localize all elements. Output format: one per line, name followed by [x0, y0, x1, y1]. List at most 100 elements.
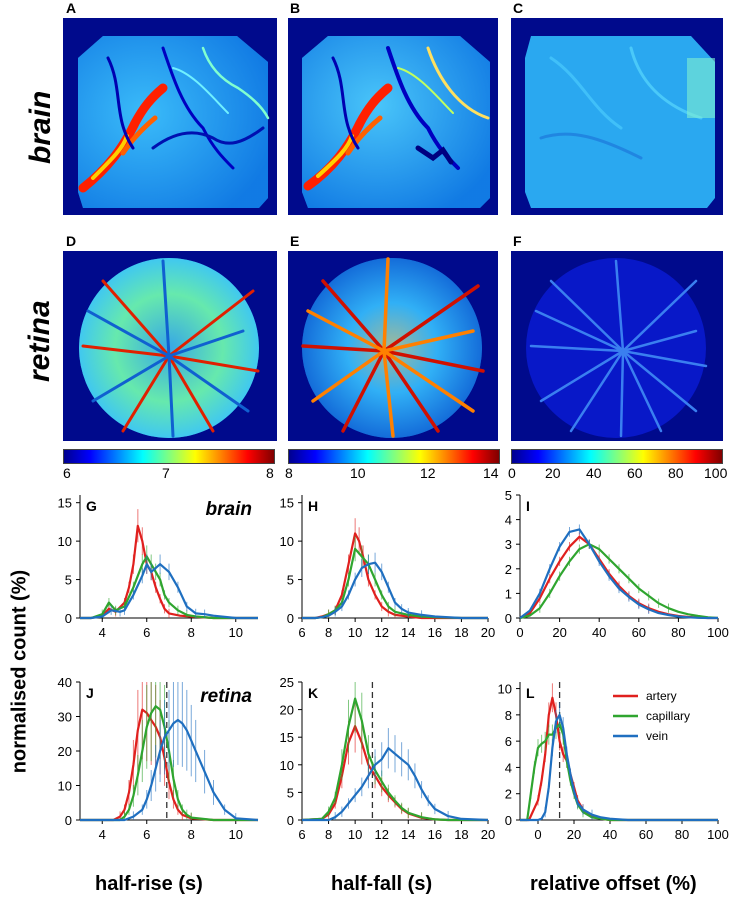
- chart-panel-k: 0 5 10 15 20 25 6 8 10 12 14 16 18 20 K: [280, 675, 496, 842]
- colorbar-half-fall-tick: 10: [350, 465, 366, 481]
- x-tick-label: 10: [348, 827, 362, 842]
- x-tick-label: 80: [671, 625, 685, 640]
- colorbar-half-fall-tick: 14: [483, 465, 499, 481]
- colorbar-half-rise-tick: 8: [266, 465, 274, 481]
- panel-letter: J: [86, 685, 94, 701]
- x-tick-label: 18: [454, 827, 468, 842]
- colorbar-offset-tick: 0: [508, 465, 516, 481]
- x-tick-label: 0: [516, 625, 523, 640]
- in-plot-label: brain: [206, 499, 252, 520]
- legend-label-vein: vein: [646, 729, 668, 743]
- x-tick-label: 6: [298, 827, 305, 842]
- chart-panel-g: 0 5 10 15 4 6 8 10 G brain: [58, 495, 258, 640]
- series-line-vein: [519, 528, 718, 620]
- series-line-artery: [519, 535, 718, 620]
- image-panel-d-retina-half-rise: [63, 251, 277, 441]
- y-tick-label: 0: [505, 611, 512, 626]
- y-tick-label: 40: [58, 675, 72, 690]
- x-tick-label: 20: [567, 827, 581, 842]
- x-tick-label: 0: [534, 827, 541, 842]
- x-tick-label: 60: [639, 827, 653, 842]
- panel-letter-c: C: [513, 0, 524, 16]
- image-panel-b-brain-half-fall: [288, 18, 498, 215]
- colorbar-offset-tick: 100: [704, 465, 728, 481]
- y-tick-label: 2: [505, 787, 512, 802]
- x-tick-label: 40: [592, 625, 606, 640]
- y-tick-label: 5: [287, 785, 294, 800]
- series-line-artery: [80, 708, 258, 822]
- x-tick-label: 4: [99, 827, 106, 842]
- x-tick-label: 14: [401, 827, 415, 842]
- x-tick-label: 100: [707, 827, 729, 842]
- x-tick-label: 8: [188, 625, 195, 640]
- x-tick-label: 14: [401, 625, 415, 640]
- image-panel-a-brain-half-rise: [63, 18, 277, 215]
- y-tick-label: 5: [287, 573, 294, 588]
- x-tick-label: 40: [603, 827, 617, 842]
- series-line-vein: [80, 718, 259, 822]
- colorbar-half-fall-tick: 12: [420, 465, 436, 481]
- colorbar-offset-tick: 40: [586, 465, 602, 481]
- y-tick-label: 0: [287, 611, 294, 626]
- y-tick-label: 10: [280, 758, 294, 773]
- y-tick-label: 0: [65, 813, 72, 828]
- panel-letter: I: [526, 498, 530, 514]
- y-tick-label: 10: [58, 534, 72, 549]
- panel-letter: H: [308, 498, 318, 514]
- y-tick-label: 0: [65, 611, 72, 626]
- colorbar-half-fall: [288, 449, 500, 464]
- y-tick-label: 0: [505, 813, 512, 828]
- panel-letter: L: [526, 685, 535, 701]
- y-tick-label: 5: [65, 573, 72, 588]
- image-panel-e-retina-half-fall: [288, 251, 498, 441]
- chart-panel-j: 0 10 20 30 40 4 6 8 10 J retina: [58, 675, 259, 842]
- x-axis-label-half-fall: half-fall (s): [331, 873, 433, 895]
- x-tick-label: 10: [229, 625, 243, 640]
- y-tick-label: 3: [505, 537, 512, 552]
- series-line-capillary: [520, 723, 718, 822]
- panel-letter-e: E: [290, 233, 300, 249]
- y-tick-label: 5: [505, 488, 512, 503]
- panel-letter-d: D: [66, 233, 77, 249]
- x-tick-label: 20: [481, 625, 495, 640]
- y-tick-label: 15: [58, 496, 72, 511]
- x-tick-label: 10: [229, 827, 243, 842]
- x-tick-label: 20: [481, 827, 495, 842]
- panel-letter-f: F: [513, 233, 522, 249]
- colorbar-offset: [511, 449, 723, 464]
- legend-label-artery: artery: [646, 689, 677, 703]
- colorbar-half-rise: [63, 449, 275, 464]
- x-tick-label: 6: [143, 625, 150, 640]
- x-axis-label-offset: relative offset (%): [530, 873, 697, 895]
- series-line-vein: [302, 561, 488, 620]
- y-tick-label: 1: [505, 586, 512, 601]
- x-tick-label: 8: [325, 827, 332, 842]
- panel-letter: G: [86, 498, 97, 514]
- x-tick-label: 12: [374, 625, 388, 640]
- y-tick-label: 20: [280, 703, 294, 718]
- row-label-brain: brain: [24, 90, 57, 164]
- y-tick-label: 15: [280, 496, 294, 511]
- y-tick-label: 25: [280, 675, 294, 690]
- panel-letter-a: A: [66, 0, 77, 16]
- y-tick-label: 30: [58, 710, 72, 725]
- row-label-retina: retina: [23, 300, 56, 382]
- colorbar-half-fall-tick: 8: [285, 465, 293, 481]
- x-tick-label: 4: [99, 625, 106, 640]
- y-tick-label: 10: [280, 534, 294, 549]
- panel-letter-b: B: [290, 0, 301, 16]
- series-line-artery: [80, 524, 258, 620]
- y-tick-label: 2: [505, 562, 512, 577]
- x-tick-label: 18: [454, 625, 468, 640]
- y-tick-label: 4: [505, 760, 512, 775]
- colorbar-offset-tick: 20: [545, 465, 561, 481]
- legend-label-capillary: capillary: [646, 709, 690, 723]
- x-tick-label: 8: [188, 827, 195, 842]
- y-axis-label: normalised count (%): [8, 569, 31, 774]
- x-tick-label: 8: [325, 625, 332, 640]
- colorbar-half-rise-tick: 7: [162, 465, 170, 481]
- x-tick-label: 100: [707, 625, 729, 640]
- y-tick-label: 4: [505, 513, 512, 528]
- series-line-vein: [302, 747, 489, 822]
- x-axis-label-half-rise: half-rise (s): [95, 873, 203, 895]
